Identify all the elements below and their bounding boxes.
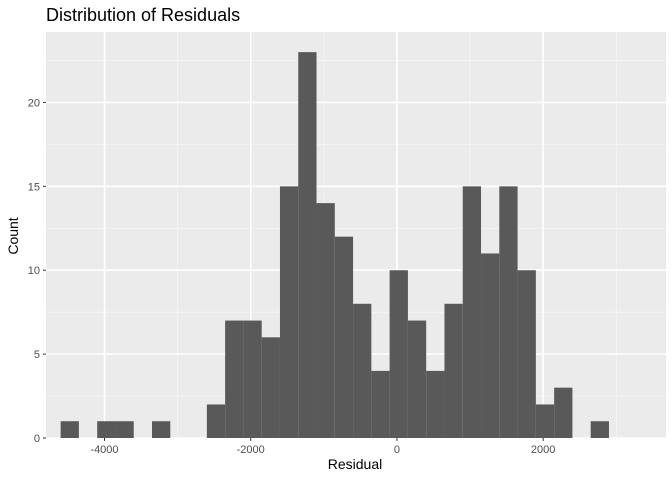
histogram-bar: [60, 421, 79, 438]
histogram-bar: [115, 421, 134, 438]
y-tick-label: 20: [28, 97, 40, 109]
histogram-bar: [298, 52, 317, 438]
histogram-bar: [316, 203, 335, 438]
histogram-bar: [499, 186, 518, 438]
histogram-bar: [444, 303, 463, 438]
x-tick-label: 0: [394, 444, 400, 456]
histogram-bar: [152, 421, 171, 438]
histogram-bar: [261, 337, 280, 438]
x-tick-label: -2000: [237, 444, 265, 456]
y-tick-label: 15: [28, 181, 40, 193]
histogram-bar: [407, 320, 427, 438]
histogram-bar: [535, 404, 555, 438]
y-tick-label: 10: [28, 265, 40, 277]
histogram-bar: [554, 387, 573, 438]
x-axis: -4000 -2000 0 2000: [90, 438, 555, 456]
y-tick-label: 5: [34, 349, 40, 361]
histogram-bar: [97, 421, 116, 438]
histogram-bar: [243, 320, 262, 438]
histogram-bar: [279, 186, 299, 438]
chart-title: Distribution of Residuals: [46, 5, 240, 25]
x-tick-label: 2000: [531, 444, 555, 456]
histogram-bar: [353, 303, 372, 438]
histogram-bar: [334, 236, 354, 438]
histogram-bar: [426, 370, 445, 438]
x-axis-title: Residual: [328, 456, 382, 472]
histogram-bar: [225, 320, 244, 438]
histogram-bar: [462, 186, 482, 438]
histogram-bar: [389, 270, 408, 438]
histogram-bar: [371, 370, 390, 438]
histogram-bar: [590, 421, 609, 438]
histogram-bars: [60, 52, 609, 438]
y-axis: 0 5 10 15 20: [28, 97, 46, 445]
histogram-bar: [481, 253, 500, 438]
y-tick-label: 0: [34, 433, 40, 445]
y-axis-title: Count: [5, 217, 21, 254]
x-tick-label: -4000: [90, 444, 118, 456]
histogram-bar: [206, 404, 226, 438]
histogram-bar: [517, 270, 536, 438]
